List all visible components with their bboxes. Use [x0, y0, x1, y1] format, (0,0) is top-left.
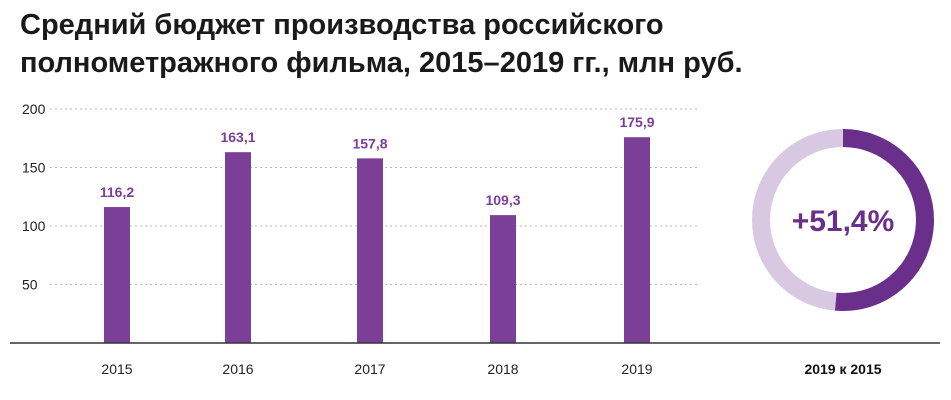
data-label-2018: 109,3	[485, 192, 520, 208]
y-tick-label-200: 200	[22, 101, 46, 117]
x-tick-label-2019: 2019	[621, 361, 652, 377]
data-label-2015: 116,2	[100, 184, 134, 200]
ring-caption: 2019 к 2015	[804, 361, 881, 377]
bar-2017	[357, 158, 383, 343]
x-tick-label-2017: 2017	[354, 361, 385, 377]
chart-title-line-1: Средний бюджет производства российского	[20, 9, 664, 41]
bar-2019	[624, 137, 650, 343]
data-label-2016: 163,1	[220, 129, 255, 145]
x-axis-ticks: 2015 2016 2017 2018 2019	[101, 361, 652, 377]
comparison-ring: +51,4% 2019 к 2015	[752, 129, 934, 377]
ring-percent-label: +51,4%	[792, 205, 895, 238]
x-tick-label-2018: 2018	[487, 361, 518, 377]
bar-2016	[225, 152, 251, 343]
y-tick-label-50: 50	[22, 277, 38, 293]
x-tick-label-2016: 2016	[222, 361, 253, 377]
y-tick-label-100: 100	[22, 218, 46, 234]
ring-progress-arc	[835, 129, 934, 311]
bar-2015	[104, 207, 130, 343]
y-axis-ticks: 50 100 150 200	[22, 101, 46, 293]
bar-2018	[490, 215, 516, 343]
x-tick-label-2015: 2015	[101, 361, 132, 377]
chart-title-line-2: полнометражного фильма, 2015–2019 гг., м…	[20, 47, 743, 79]
data-label-2019: 175,9	[619, 114, 654, 130]
bar-layer: 116,2 163,1 157,8 109,3 175,9	[100, 114, 655, 343]
y-tick-label-150: 150	[22, 160, 46, 176]
data-label-2017: 157,8	[352, 135, 387, 151]
chart-title: Средний бюджет производства российского …	[20, 6, 920, 82]
